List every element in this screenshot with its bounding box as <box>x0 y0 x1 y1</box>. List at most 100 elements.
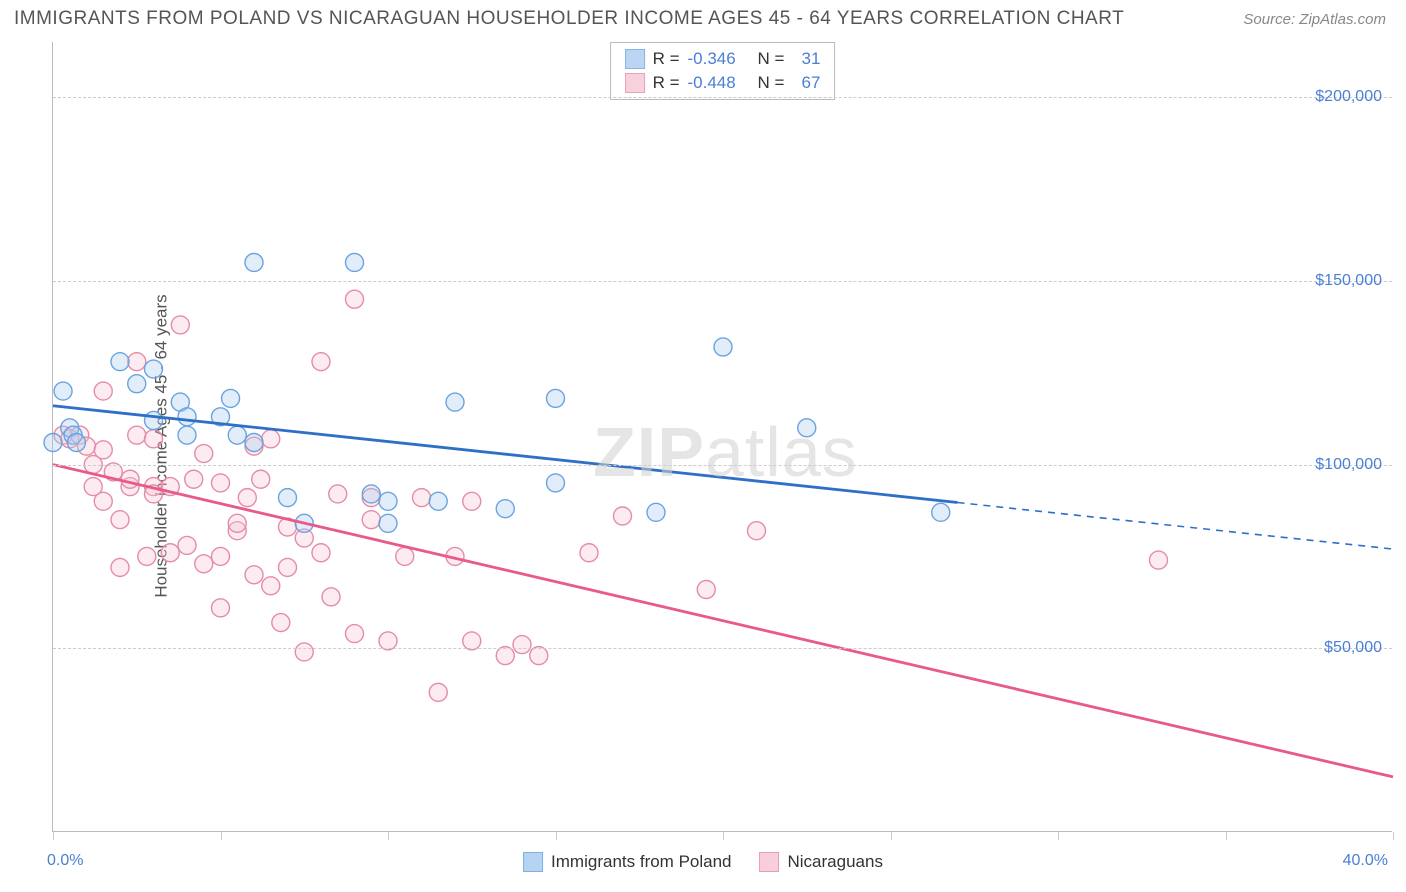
n-label: N = <box>758 73 785 93</box>
scatter-point <box>279 558 297 576</box>
scatter-point <box>346 253 364 271</box>
scatter-point <box>513 636 531 654</box>
scatter-point <box>748 522 766 540</box>
scatter-point <box>396 547 414 565</box>
scatter-point <box>272 614 290 632</box>
legend-series-item: Immigrants from Poland <box>523 852 731 872</box>
scatter-point <box>379 492 397 510</box>
scatter-point <box>94 492 112 510</box>
trend-line-solid <box>53 465 1393 777</box>
source-prefix: Source: <box>1243 11 1299 28</box>
scatter-point <box>614 507 632 525</box>
scatter-point <box>295 643 313 661</box>
scatter-point <box>145 430 163 448</box>
scatter-point <box>496 647 514 665</box>
scatter-point <box>379 514 397 532</box>
scatter-point <box>530 647 548 665</box>
scatter-point <box>228 514 246 532</box>
scatter-point <box>67 434 85 452</box>
trend-line-dashed <box>958 502 1394 549</box>
source-name: ZipAtlas.com <box>1299 11 1386 28</box>
scatter-point <box>714 338 732 356</box>
scatter-point <box>245 566 263 584</box>
scatter-point <box>463 632 481 650</box>
r-value: -0.346 <box>688 49 750 69</box>
scatter-point <box>94 382 112 400</box>
correlation-legend: R =-0.346N =31R =-0.448N =67 <box>610 42 836 100</box>
scatter-point <box>329 485 347 503</box>
y-tick-label: $200,000 <box>1315 88 1382 106</box>
scatter-point <box>262 430 280 448</box>
trend-line-solid <box>53 406 958 503</box>
scatter-point <box>446 393 464 411</box>
scatter-point <box>222 389 240 407</box>
chart-svg <box>53 42 1392 831</box>
scatter-point <box>145 360 163 378</box>
scatter-point <box>111 353 129 371</box>
scatter-point <box>697 580 715 598</box>
x-tick-mark <box>1226 832 1227 840</box>
chart-title: IMMIGRANTS FROM POLAND VS NICARAGUAN HOU… <box>14 8 1124 30</box>
gridline-horizontal <box>53 465 1392 466</box>
y-tick-label: $150,000 <box>1315 272 1382 290</box>
legend-stat-row: R =-0.346N =31 <box>625 47 821 71</box>
x-tick-label: 0.0% <box>47 852 83 870</box>
scatter-point <box>362 485 380 503</box>
scatter-point <box>212 547 230 565</box>
legend-stat-row: R =-0.448N =67 <box>625 71 821 95</box>
scatter-point <box>178 426 196 444</box>
scatter-point <box>185 470 203 488</box>
scatter-point <box>128 426 146 444</box>
scatter-point <box>111 511 129 529</box>
scatter-point <box>362 511 380 529</box>
scatter-point <box>212 599 230 617</box>
scatter-point <box>1150 551 1168 569</box>
x-tick-mark <box>556 832 557 840</box>
n-label: N = <box>758 49 785 69</box>
scatter-point <box>121 470 139 488</box>
scatter-point <box>252 470 270 488</box>
scatter-point <box>195 555 213 573</box>
x-tick-label: 40.0% <box>1343 852 1388 870</box>
scatter-point <box>496 500 514 518</box>
gridline-horizontal <box>53 648 1392 649</box>
scatter-point <box>463 492 481 510</box>
scatter-point <box>379 632 397 650</box>
scatter-point <box>429 683 447 701</box>
scatter-point <box>161 544 179 562</box>
x-tick-mark <box>891 832 892 840</box>
scatter-point <box>212 474 230 492</box>
gridline-horizontal <box>53 97 1392 98</box>
y-tick-label: $100,000 <box>1315 456 1382 474</box>
scatter-point <box>245 434 263 452</box>
legend-swatch <box>760 852 780 872</box>
n-value: 67 <box>792 73 820 93</box>
scatter-point <box>138 547 156 565</box>
scatter-point <box>547 474 565 492</box>
scatter-point <box>145 411 163 429</box>
scatter-point <box>798 419 816 437</box>
scatter-point <box>429 492 447 510</box>
r-label: R = <box>653 49 680 69</box>
series-legend: Immigrants from Poland Nicaraguans <box>523 846 883 878</box>
scatter-point <box>44 434 62 452</box>
scatter-point <box>171 316 189 334</box>
x-tick-mark <box>723 832 724 840</box>
scatter-point <box>262 577 280 595</box>
x-tick-mark <box>53 832 54 840</box>
x-tick-mark <box>221 832 222 840</box>
gridline-horizontal <box>53 281 1392 282</box>
scatter-point <box>245 253 263 271</box>
scatter-point <box>346 625 364 643</box>
x-tick-mark <box>388 832 389 840</box>
scatter-point <box>228 426 246 444</box>
legend-series-label: Immigrants from Poland <box>551 852 731 872</box>
scatter-point <box>94 441 112 459</box>
scatter-point <box>128 375 146 393</box>
scatter-point <box>312 544 330 562</box>
legend-series-item: Nicaraguans <box>760 852 883 872</box>
scatter-point <box>195 445 213 463</box>
scatter-point <box>128 353 146 371</box>
scatter-point <box>580 544 598 562</box>
legend-swatch <box>625 73 645 93</box>
